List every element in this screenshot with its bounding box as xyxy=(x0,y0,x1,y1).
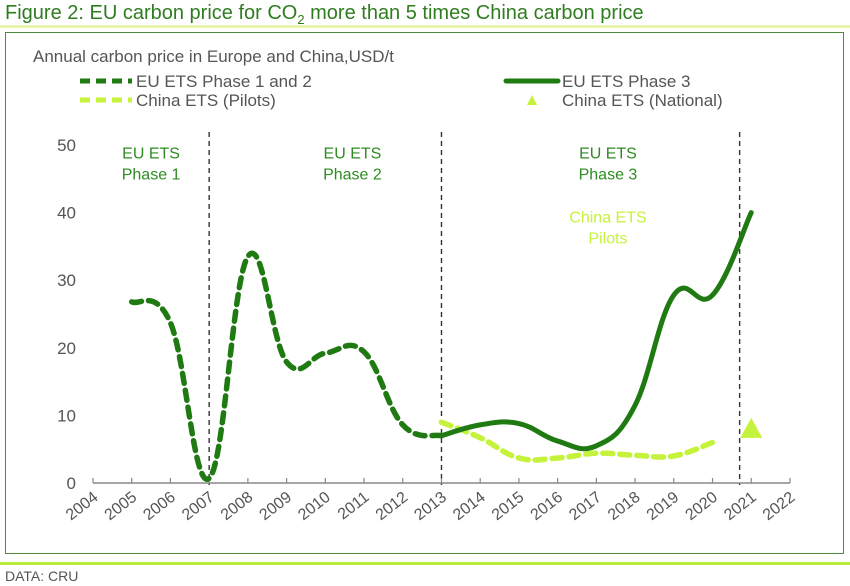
annotation-text: EU ETS xyxy=(122,146,180,163)
annotation-text: Phase 2 xyxy=(323,167,382,184)
x-tick-label: 2021 xyxy=(721,489,760,524)
x-tick-label: 2015 xyxy=(489,489,528,524)
x-tick-label: 2012 xyxy=(373,489,412,524)
figure-title: Figure 2: EU carbon price for CO2 more t… xyxy=(5,2,644,27)
legend-label: EU ETS Phase 3 xyxy=(562,72,691,91)
figure-title-prefix: Figure 2: EU carbon price for CO xyxy=(5,2,298,24)
phase-annotation: China ETS Pilots xyxy=(569,210,646,248)
legend-item: China ETS (National) xyxy=(527,91,723,110)
chart-title: Annual carbon price in Europe and China,… xyxy=(33,47,394,66)
y-tick-label: 30 xyxy=(57,271,76,290)
series-china-pilots xyxy=(438,419,716,463)
x-tick-label: 2019 xyxy=(644,489,683,524)
legend-item: EU ETS Phase 3 xyxy=(503,72,691,91)
x-tick-label: 2005 xyxy=(102,489,141,524)
series-group xyxy=(128,210,763,482)
chart-frame xyxy=(5,32,844,554)
figure-title-subscript: 2 xyxy=(297,12,305,27)
legend-item: EU ETS Phase 1 and 2 xyxy=(80,72,312,91)
x-tick-label: 2007 xyxy=(179,489,218,524)
legend-label: EU ETS Phase 1 and 2 xyxy=(136,72,312,91)
annotation-text: Phase 3 xyxy=(579,167,638,184)
y-tick-label: 10 xyxy=(57,406,76,425)
legend-label: China ETS (National) xyxy=(562,91,723,110)
figure-title-suffix: more than 5 times China carbon price xyxy=(304,2,644,24)
data-source: DATA: CRU xyxy=(5,568,79,584)
x-tick-label: 2006 xyxy=(140,489,179,524)
legend: EU ETS Phase 1 and 2 EU ETS Phase 3China … xyxy=(80,72,723,110)
china-national-triangle-marker xyxy=(740,417,763,438)
phase-annotation: EU ETS Phase 1 xyxy=(122,146,181,184)
x-tick-label: 2017 xyxy=(566,489,605,524)
legend-item: China ETS (Pilots) xyxy=(80,91,276,110)
x-tick-label: 2014 xyxy=(450,489,489,524)
annotation-text: Phase 1 xyxy=(122,167,181,184)
x-tick-label: 2010 xyxy=(295,489,334,524)
x-tick-label: 2022 xyxy=(760,489,799,524)
x-tick-label: 2016 xyxy=(528,489,567,524)
y-tick-label: 40 xyxy=(57,204,76,223)
x-tick-label: 2011 xyxy=(335,489,373,524)
phase-annotation: EU ETS Phase 2 xyxy=(323,146,382,184)
axes: 2004 2005 2006 2007 2008 2009 2010 2011 2012 2013… xyxy=(57,136,798,524)
annotation-text: Pilots xyxy=(588,231,627,248)
y-tick-label: 50 xyxy=(57,136,76,155)
y-tick-label: 20 xyxy=(57,339,76,358)
series-eu-phase-3 xyxy=(438,210,754,452)
annotation-text: EU ETS xyxy=(324,146,382,163)
x-tick-label: 2008 xyxy=(218,489,257,524)
phase-annotations: EU ETS Phase 1 EU ETS Phase 2 EU ETS Phase 3 C… xyxy=(122,146,647,248)
x-tick-label: 2018 xyxy=(605,489,644,524)
x-tick-label: 2020 xyxy=(682,489,721,524)
annotation-text: China ETS xyxy=(569,210,646,227)
bottom-divider xyxy=(0,562,850,565)
series-eu-phase-1-2 xyxy=(128,250,445,482)
phase-dividers xyxy=(208,132,741,485)
x-tick-label: 2013 xyxy=(411,489,450,524)
x-tick-label: 2004 xyxy=(63,489,102,524)
x-tick-label: 2009 xyxy=(257,489,296,524)
y-tick-label: 0 xyxy=(67,474,76,493)
legend-swatch-triangle-icon xyxy=(527,95,537,105)
phase-annotation: EU ETS Phase 3 xyxy=(579,146,638,184)
legend-label: China ETS (Pilots) xyxy=(136,91,276,110)
annotation-text: EU ETS xyxy=(579,146,637,163)
title-underline xyxy=(0,25,850,28)
